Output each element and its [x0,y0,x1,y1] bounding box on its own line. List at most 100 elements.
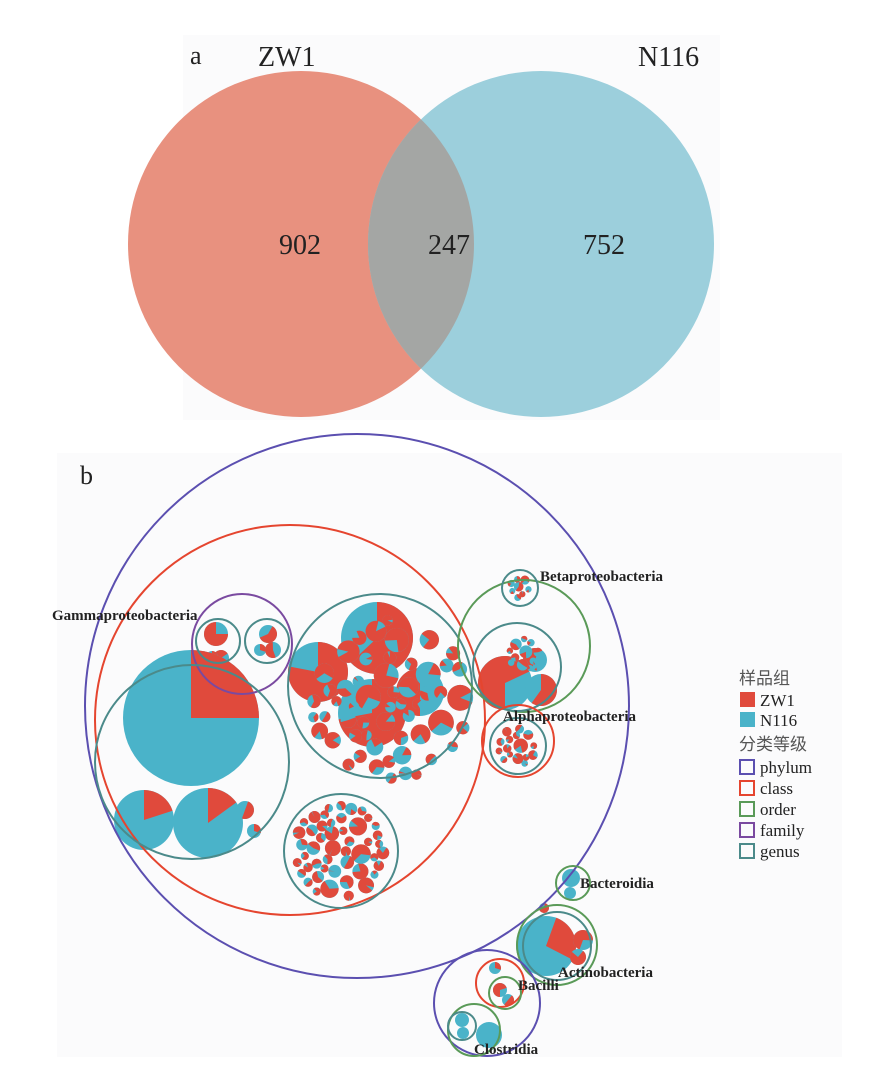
genus-pie [382,755,396,768]
genus-pie [364,813,373,822]
genus-pie [387,686,400,699]
venn-count-shared: 247 [428,230,470,261]
pie-slice-zw1 [259,626,277,643]
genus-pie [299,818,309,827]
genus-pie [254,644,266,656]
genus-pie [364,837,373,847]
genus-pie [527,638,535,647]
genus-pie [496,737,505,746]
pie-slice-zw1 [412,698,422,709]
genus-pie [528,750,538,760]
pie-slice-zw1 [350,808,357,816]
genus-pie [336,812,347,824]
pie-slice-zw1 [303,862,313,873]
pie-slice-zw1 [314,663,335,679]
pie-slice-zw1 [343,856,355,869]
pie-slice-zw1 [376,712,396,731]
pie-slice-zw1 [343,890,354,901]
venn-circle-zw1 [128,71,474,417]
genus-pie [344,836,355,847]
pie-slice-n116 [529,657,537,665]
genus-pie [316,832,326,843]
pie-slice-zw1 [292,826,306,839]
genus-pie [348,817,368,836]
pie-slice-zw1 [327,684,337,698]
pie-slice-zw1 [204,622,228,646]
pie-slice-zw1 [501,757,508,763]
genus-pie [319,711,331,723]
pie-slice-zw1 [406,657,418,671]
genus-pie [355,684,381,711]
pie-slice-zw1 [376,847,390,860]
genus-pie [573,930,593,950]
pie-slice-zw1 [512,753,524,765]
genus-pie [352,675,365,688]
genus-pie [439,658,454,673]
genus-pie [312,871,325,883]
pie-slice-zw1 [371,738,382,748]
pie-slice-zw1 [523,733,534,740]
pie-slice-zw1 [428,709,454,732]
panel-a-venn: a ZW1 N116 902 247 752 [128,35,720,420]
pie-slice-zw1 [324,840,341,857]
pie-slice-n116 [476,1022,502,1048]
pie-slice-zw1 [519,651,527,659]
genus-pie [328,864,342,878]
genus-pie [514,594,522,602]
pie-slice-zw1 [310,694,321,709]
genus-pie [353,749,367,763]
genus-pie [376,712,396,731]
genus-pie [392,745,412,765]
pie-slice-zw1 [534,667,538,671]
genus-pie [476,1022,502,1048]
genus-pie [523,729,534,740]
legend-swatch-zw1 [740,692,755,707]
legend-level-genus: genus [760,842,800,861]
pie-slice-zw1 [348,817,368,836]
genus-pie [361,730,372,741]
pie-slice-zw1 [370,853,379,860]
genus-ring [244,618,290,664]
genus-pie [259,625,277,643]
pie-slice-n116 [457,1027,469,1039]
pie-slice-zw1 [478,656,530,710]
pie-slice-zw1 [324,854,333,865]
pie-slice-zw1 [398,677,419,695]
order-ring-betaproteobacteria [457,579,591,713]
genus-pie [562,869,580,887]
pie-slice-zw1 [320,881,339,898]
genus-pie [434,685,448,699]
pie-slice-zw1 [326,818,333,828]
pie-slice-zw1 [299,818,309,825]
pie-slice-zw1 [546,917,576,960]
genus-pie [366,738,384,756]
pie-slice-zw1 [208,788,237,823]
genus-pie [500,756,508,763]
pie-slice-zw1 [365,620,387,642]
genus-pie [322,854,333,865]
genus-pie [515,724,525,734]
pie-slice-zw1 [357,806,367,816]
genus-pie [300,851,309,860]
genus-pie [339,826,348,835]
legend-level-class: class [760,779,793,798]
legend-level-order: order [760,800,796,819]
pie-slice-zw1 [342,758,355,771]
pie-slice-zw1 [425,753,436,765]
genus-pie [412,698,423,709]
panel-b-label: b [80,461,93,490]
genus-pie [357,806,367,816]
genus-pie [507,659,515,666]
genus-ring-large [94,664,290,860]
pie-slice-zw1 [306,826,316,837]
pie-slice-zw1 [241,801,254,819]
legend-swatch-genus [739,843,755,859]
genus-pie [311,858,322,869]
genus-pie [297,868,306,878]
pie-slice-zw1 [513,738,528,753]
genus-pie [340,846,351,857]
pie-slice-zw1 [364,837,373,847]
legend-sample-title: 样品组 [739,669,790,689]
genus-pie [352,630,367,645]
genus-pie [336,679,354,697]
